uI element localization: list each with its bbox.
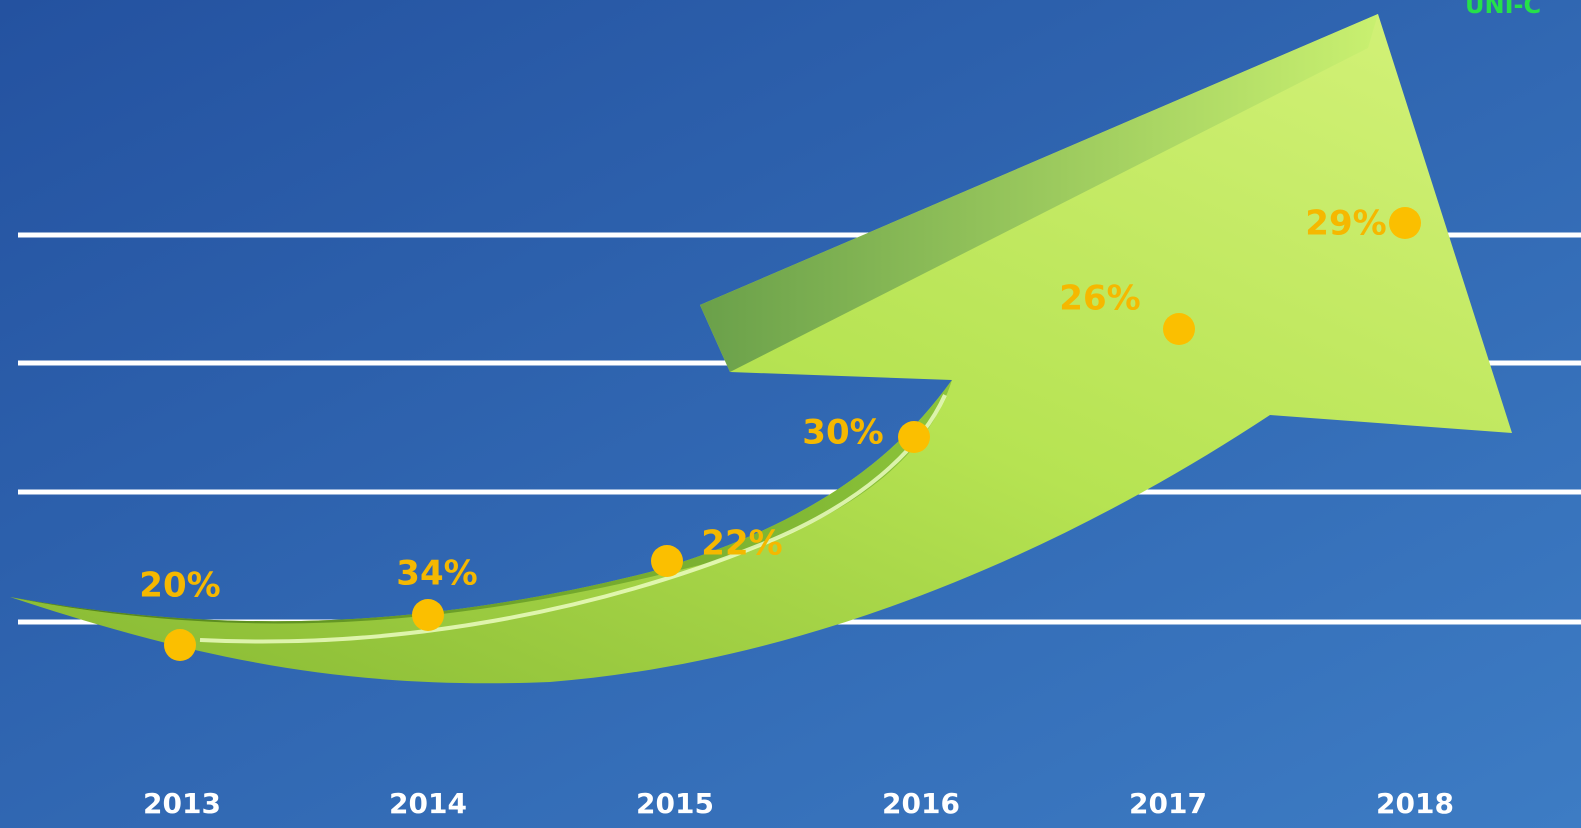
point-marker (1389, 207, 1421, 239)
point-marker (898, 421, 930, 453)
year-label: 2017 (1129, 787, 1207, 820)
year-label: 2018 (1376, 787, 1454, 820)
year-label: 2016 (882, 787, 960, 820)
point-marker (1163, 313, 1195, 345)
point-marker (164, 629, 196, 661)
point-label: 22% (701, 524, 782, 564)
point-label: 20% (139, 566, 220, 606)
watermark: UNI-C (1465, 0, 1541, 19)
point-label: 30% (802, 413, 883, 453)
point-label: 29% (1305, 204, 1386, 244)
year-label: 2014 (389, 787, 467, 820)
point-marker (651, 545, 683, 577)
point-label: 26% (1059, 279, 1140, 319)
year-label: 2013 (143, 787, 221, 820)
point-marker (412, 599, 444, 631)
slide: 20% 2013 34% 2014 22% 2015 30% 2016 26% 2017 29% 20… (0, 0, 1581, 828)
point-label: 34% (396, 554, 477, 594)
year-label: 2015 (636, 787, 714, 820)
